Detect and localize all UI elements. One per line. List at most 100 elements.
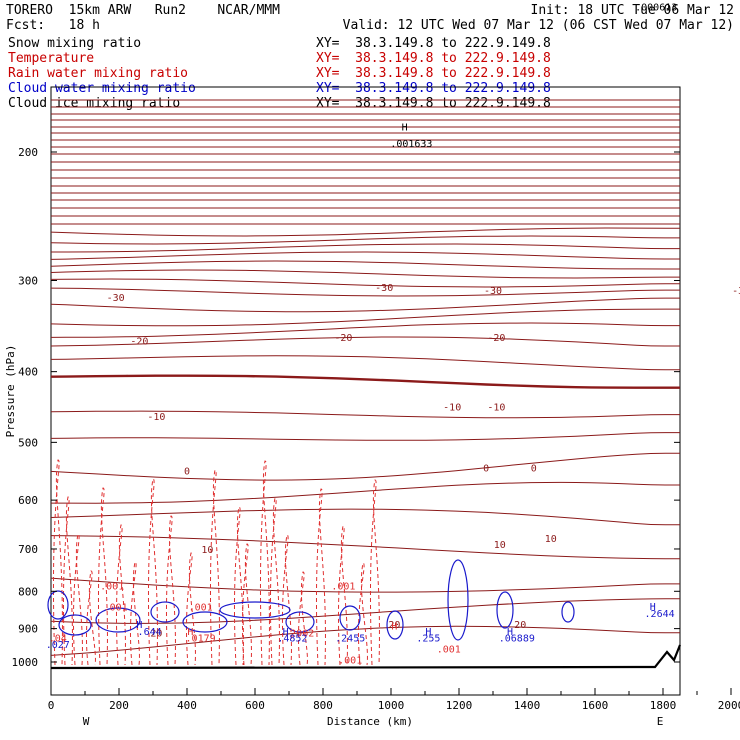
temperature-label: -10 — [147, 412, 165, 423]
x-tick-label: 1600 — [582, 699, 609, 712]
rain-contour — [85, 570, 96, 666]
temperature-label: -30 — [107, 293, 125, 304]
legend-label-temperature: Temperature — [8, 51, 94, 66]
isotherm-line — [50, 374, 680, 389]
isotherm-line — [50, 251, 680, 260]
temperature-label: 0 — [483, 463, 489, 474]
cloud-water-contour — [447, 559, 469, 641]
cloud-water-label: .06889 — [499, 633, 535, 644]
temperature-label: 0 — [184, 466, 190, 477]
temperature-label: -30 — [375, 283, 393, 294]
isotherm-line — [51, 243, 680, 253]
rain-contour — [234, 506, 244, 666]
rain-contour — [63, 496, 73, 666]
cloud-ice-label: .001633 — [390, 139, 432, 150]
isotherm-line — [50, 297, 680, 313]
cloud-water-label: H — [136, 620, 142, 631]
temperature-label: -20 — [334, 333, 352, 344]
legend-xy-cloud-water: XY= 38.3.149.8 to 222.9.149.8 — [316, 81, 551, 96]
cloud-water-contour — [561, 601, 575, 623]
plot-frame — [50, 86, 681, 696]
rain-label: .04 — [49, 633, 67, 644]
temperature-label: 10 — [494, 540, 506, 551]
rain-contour — [166, 515, 176, 666]
temperature-label: 20 — [388, 620, 400, 631]
rain-label: .001 — [189, 603, 213, 614]
y-tick-label: 500 — [18, 436, 38, 449]
y-tick-label: 400 — [18, 366, 38, 379]
cloud-water-contour — [150, 601, 180, 623]
rain-contour — [129, 561, 140, 666]
rain-contour — [98, 487, 108, 666]
rain-label: .2002 — [284, 628, 314, 639]
y-tick-label: 900 — [18, 623, 38, 636]
east-label: E — [657, 715, 664, 728]
cloud-water-label: H — [425, 627, 431, 638]
cloud-ice-label: .000613 — [635, 3, 677, 14]
temperature-label: -20 — [130, 336, 148, 347]
rain-contour — [209, 469, 220, 666]
isotherm-line — [50, 260, 680, 270]
rain-label: .0179 — [186, 633, 216, 644]
axes: 0200400600800100012001400160018002000220… — [12, 146, 740, 712]
y-axis-title: Pressure (hPa) — [4, 345, 17, 438]
isotherm-line — [51, 481, 680, 504]
cloud-water-contour — [285, 611, 315, 633]
isotherm-line — [50, 235, 680, 245]
rain-label: .001 — [100, 581, 124, 592]
contour-labels: -30-30-30-30-20-20-20-20-10-10-10-100000… — [46, 3, 740, 667]
cloud-water-contour — [47, 590, 69, 620]
isotherm-line — [50, 535, 680, 560]
legend-label-rain: Rain water mixing ratio — [8, 66, 188, 81]
rain-contour — [297, 571, 308, 666]
cloud-water-contours — [47, 559, 575, 641]
rain-contour — [338, 525, 348, 666]
rain-contour — [116, 524, 126, 666]
isotherm-line — [50, 432, 680, 441]
isotherm-line — [50, 336, 680, 347]
y-tick-label: 300 — [18, 274, 38, 287]
legend-xy-cloud-ice: XY= 38.3.149.8 to 222.9.149.8 — [316, 96, 551, 111]
rain-contour — [241, 543, 252, 666]
isotherm-line — [50, 269, 680, 279]
terrain-line — [50, 644, 682, 670]
rain-contour — [148, 478, 158, 666]
cloud-water-contour — [182, 611, 228, 633]
isotherm-line — [50, 227, 680, 237]
temperature-label: 0 — [531, 463, 537, 474]
isotherm-line — [50, 278, 680, 288]
temperature-label: -10 — [443, 402, 461, 413]
cloud-water-contour — [219, 601, 291, 619]
isotherm-line — [50, 308, 680, 327]
temperature-label: -10 — [487, 402, 505, 413]
cloud-water-contour — [58, 614, 92, 636]
y-tick-label: 800 — [18, 585, 38, 598]
x-tick-label: 0 — [48, 699, 55, 712]
cloud-water-label: .027 — [46, 640, 70, 651]
isotherm-line — [50, 410, 680, 419]
x-tick-label: 1000 — [378, 699, 405, 712]
cloud-water-contour — [496, 591, 514, 629]
cloud-water-contour — [95, 607, 141, 633]
x-axis-title: Distance (km) — [327, 715, 413, 728]
x-tick-label: 400 — [177, 699, 197, 712]
cloud-water-label: H — [283, 627, 289, 638]
temperature-label: 10 — [201, 545, 213, 556]
x-tick-label: 1800 — [650, 699, 677, 712]
rain-contour — [370, 479, 380, 666]
cloud-water-label: .4852 — [277, 633, 307, 644]
temperature-label: -30 — [484, 286, 502, 297]
isotherm-line — [50, 452, 680, 481]
header-valid: Valid: 12 UTC Wed 07 Mar 12 (06 CST Wed … — [343, 18, 734, 33]
legend-label-cloud-water: Cloud water mixing ratio — [8, 81, 196, 96]
x-tick-label: 1400 — [514, 699, 541, 712]
y-tick-label: 700 — [18, 543, 38, 556]
legend-label-snow: Snow mixing ratio — [8, 36, 141, 51]
rain-label: .001 — [437, 645, 461, 656]
isotherm-line — [50, 355, 680, 371]
temperature-label: -20 — [487, 333, 505, 344]
rain-contour — [185, 552, 196, 666]
legend-xy-temperature: XY= 38.3.149.8 to 222.9.149.8 — [316, 51, 551, 66]
cloud-water-contour — [339, 605, 361, 631]
temperature-label: 20 — [514, 620, 526, 631]
